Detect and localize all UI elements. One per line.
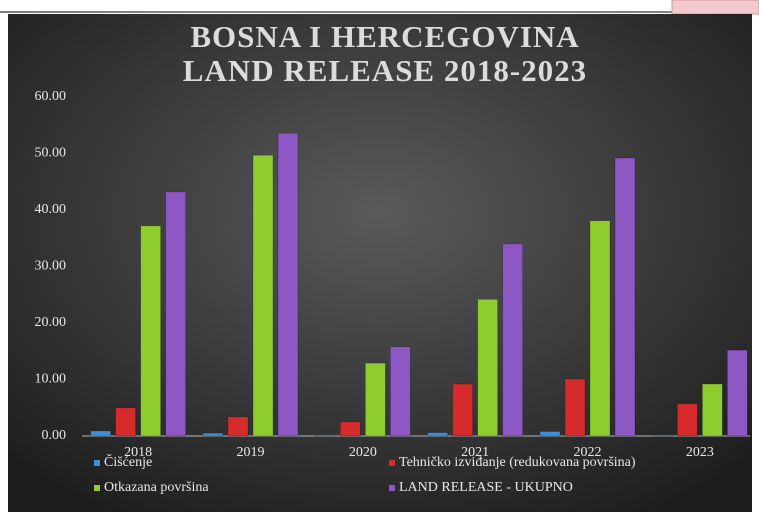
bar — [365, 362, 386, 437]
legend-label: LAND RELEASE - UKUPNO — [399, 480, 573, 495]
chart-title: LAND RELEASE 2018-2023 — [183, 53, 587, 88]
bar — [677, 403, 698, 437]
bar — [702, 383, 723, 437]
legend-label: Otkazana površina — [104, 480, 209, 495]
bar — [614, 157, 636, 437]
bar — [452, 383, 473, 437]
bar — [227, 416, 249, 437]
bar — [140, 225, 161, 437]
x-tick-label: 2020 — [349, 445, 377, 460]
bar — [115, 407, 136, 437]
x-tick-label: 2019 — [237, 445, 265, 460]
bar — [727, 349, 748, 437]
y-tick-label: 30.00 — [35, 259, 67, 274]
bar — [165, 191, 186, 437]
x-tick-label: 2022 — [574, 445, 602, 460]
corner-box — [671, 0, 759, 15]
legend-swatch — [389, 460, 395, 466]
bar — [315, 434, 336, 437]
bar — [340, 421, 361, 437]
chart-background — [8, 14, 752, 512]
y-tick-label: 10.00 — [35, 372, 67, 387]
legend-label: Čišćenje — [104, 453, 152, 470]
legend-swatch — [94, 485, 100, 491]
bar — [539, 431, 561, 437]
bar — [652, 434, 673, 437]
x-tick-label: 2018 — [124, 445, 152, 460]
y-tick-label: 60.00 — [35, 89, 67, 104]
bar — [252, 154, 274, 437]
bar — [390, 346, 411, 437]
y-tick-label: 50.00 — [35, 146, 67, 161]
bar — [477, 298, 498, 437]
bar — [90, 430, 111, 437]
chart-title: BOSNA I HERCEGOVINA — [190, 19, 579, 54]
legend-swatch — [94, 460, 100, 466]
y-tick-label: 20.00 — [35, 315, 67, 330]
y-tick-label: 40.00 — [35, 202, 67, 217]
y-tick-label: 0.00 — [42, 428, 67, 443]
bar — [564, 378, 586, 437]
legend-label: Tehničko izviđanje (redukovana površina) — [399, 455, 636, 470]
bar — [277, 132, 299, 437]
bar — [202, 432, 224, 437]
bar — [589, 220, 611, 437]
bar — [427, 432, 448, 437]
bar — [502, 243, 523, 437]
x-tick-label: 2023 — [686, 445, 714, 460]
x-tick-label: 2021 — [461, 445, 489, 460]
legend-swatch — [389, 485, 395, 491]
